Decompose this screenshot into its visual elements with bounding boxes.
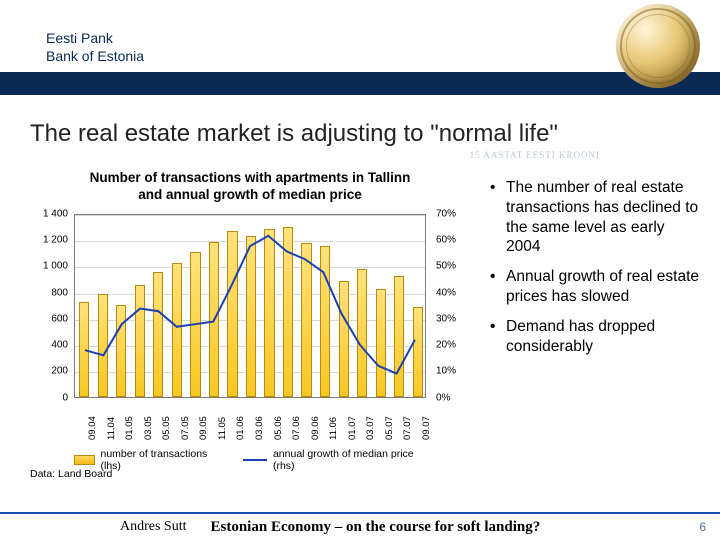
- y-right-tick: 60%: [436, 235, 456, 246]
- y-left-tick: 400: [51, 340, 68, 351]
- y-right-tick: 30%: [436, 313, 456, 324]
- x-tick: 09.04: [87, 416, 91, 440]
- x-tick: 05.05: [161, 416, 165, 440]
- y-right-tick: 40%: [436, 287, 456, 298]
- org-name: Eesti Pank Bank of Estonia: [46, 30, 144, 65]
- y-axis-left: 02004006008001 0001 2001 400: [30, 214, 70, 398]
- chart-title-l2: and annual growth of median price: [138, 187, 362, 202]
- coin-icon: [616, 4, 700, 88]
- legend-bar-swatch-icon: [74, 455, 95, 465]
- x-tick: 09.05: [198, 416, 202, 440]
- x-tick: 05.07: [384, 416, 388, 440]
- bar: [264, 229, 274, 397]
- bar: [98, 294, 108, 397]
- slide-footer: Andres Sutt Estonian Economy – on the co…: [0, 512, 720, 540]
- x-axis: 09.04 11.04 01.05 03.05 05.05 07.05 09.05 11.05…: [74, 402, 426, 444]
- y-right-tick: 50%: [436, 261, 456, 272]
- bullet-item: The number of real estate transactions h…: [490, 178, 700, 257]
- legend-line-label: annual growth of median price (rhs): [273, 448, 426, 472]
- plot-area: [74, 214, 426, 398]
- bar: [301, 243, 311, 397]
- x-tick: 07.05: [180, 416, 184, 440]
- footer-author: Andres Sutt: [120, 519, 187, 535]
- y-right-tick: 10%: [436, 366, 456, 377]
- header-ribbon: 15 AASTAT EESTI KROONI: [0, 72, 720, 95]
- x-tick: 09.07: [421, 416, 425, 440]
- x-tick: 07.07: [402, 416, 406, 440]
- x-tick: 11.05: [217, 417, 221, 440]
- bar: [190, 252, 200, 397]
- legend-line-swatch-icon: [243, 459, 267, 461]
- chart-box: 0 200 400 600 800 1 000 1 200 1 400 0% 10% 20% 30%…: [30, 210, 470, 450]
- legend-line: annual growth of median price (rhs): [243, 448, 426, 472]
- y-left-tick: 600: [51, 313, 68, 324]
- bar: [79, 302, 89, 397]
- chart: Number of transactions with apartments i…: [30, 170, 470, 450]
- y-axis-right: 0%10%20%30%40%50%60%70%: [432, 214, 470, 398]
- legend: number of transactions (lhs) annual grow…: [74, 442, 426, 472]
- x-tick: 07.06: [291, 416, 295, 440]
- y-left-tick: 1 000: [43, 261, 68, 272]
- page-number: 6: [699, 520, 706, 534]
- bar: [413, 307, 423, 396]
- x-tick: 11.04: [106, 417, 110, 440]
- x-tick: 03.06: [254, 416, 258, 440]
- bullet-item: Demand has dropped considerably: [490, 317, 700, 357]
- bar: [357, 269, 367, 396]
- footer-subtitle: Estonian Economy – on the course for sof…: [211, 519, 541, 536]
- bar: [246, 236, 256, 396]
- y-left-tick: 800: [51, 287, 68, 298]
- x-tick: 05.06: [273, 416, 277, 440]
- header-top: Eesti Pank Bank of Estonia: [0, 0, 720, 72]
- y-right-tick: 70%: [436, 208, 456, 219]
- slide-header: Eesti Pank Bank of Estonia 15 AASTAT EES…: [0, 0, 720, 95]
- chart-title: Number of transactions with apartments i…: [30, 170, 470, 204]
- org-line-1: Eesti Pank: [46, 30, 144, 48]
- bar: [394, 276, 404, 397]
- bar: [376, 289, 386, 397]
- x-tick: 09.06: [310, 416, 314, 440]
- x-tick: 01.06: [235, 416, 239, 440]
- bar: [227, 231, 237, 397]
- bar: [135, 285, 145, 397]
- ribbon-caption: 15 AASTAT EESTI KROONI: [470, 150, 600, 160]
- bullet-list: The number of real estate transactions h…: [490, 178, 700, 367]
- slide-title: The real estate market is adjusting to "…: [30, 120, 558, 148]
- y-right-tick: 0%: [436, 392, 450, 403]
- y-right-tick: 20%: [436, 340, 456, 351]
- bar: [116, 305, 126, 397]
- bar: [209, 242, 219, 397]
- bar: [283, 227, 293, 397]
- y-left-tick: 1 200: [43, 235, 68, 246]
- chart-title-l1: Number of transactions with apartments i…: [90, 170, 411, 185]
- x-tick: 01.05: [124, 416, 128, 440]
- y-left-tick: 200: [51, 366, 68, 377]
- x-tick: 03.07: [365, 416, 369, 440]
- bar: [172, 263, 182, 397]
- bullet-item: Annual growth of real estate prices has …: [490, 267, 700, 307]
- slide: Eesti Pank Bank of Estonia 15 AASTAT EES…: [0, 0, 720, 540]
- bar-layer: [75, 215, 425, 397]
- x-tick: 01.07: [347, 416, 351, 440]
- bar: [320, 246, 330, 397]
- legend-bar-label: number of transactions (lhs): [101, 448, 221, 472]
- bar: [339, 281, 349, 397]
- y-left-tick: 1 400: [43, 208, 68, 219]
- org-line-2: Bank of Estonia: [46, 48, 144, 66]
- y-left-tick: 0: [62, 392, 68, 403]
- x-tick: 03.05: [143, 416, 147, 440]
- bar: [153, 272, 163, 397]
- data-source: Data: Land Board: [30, 468, 112, 480]
- x-tick: 11.06: [328, 417, 332, 440]
